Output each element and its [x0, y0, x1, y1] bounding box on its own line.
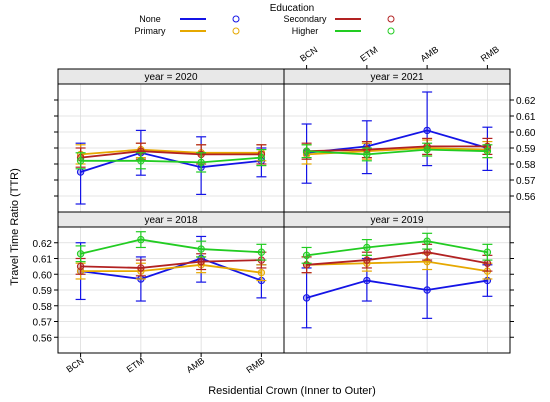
x-tick-label-bottom: BCN	[64, 355, 85, 374]
x-tick-label-top: BCN	[298, 45, 319, 64]
panel-title: year = 2020	[144, 72, 198, 83]
data-point	[137, 235, 145, 244]
data-point	[363, 276, 371, 285]
x-axis-label: Residential Crown (Inner to Outer)	[208, 385, 376, 397]
series-none	[75, 129, 267, 205]
series-line	[306, 240, 488, 257]
series-none	[301, 257, 493, 329]
legend-marker-primary	[232, 27, 240, 35]
x-tick-label-top: ETM	[358, 45, 379, 64]
data-point	[76, 168, 85, 176]
legend-marker-secondary	[387, 15, 395, 23]
legend-marker-none	[232, 15, 240, 23]
panel-title: year = 2021	[370, 72, 424, 83]
legend-marker-higher	[387, 27, 395, 35]
panel-title: year = 2018	[144, 215, 198, 226]
series-line	[80, 238, 262, 255]
legend-label-secondary: Secondary	[283, 14, 327, 24]
series-line	[80, 263, 262, 274]
data-point	[423, 286, 431, 294]
x-tick-label-top: AMB	[419, 44, 441, 63]
legend-label-higher: Higher	[292, 26, 319, 36]
data-point	[76, 250, 85, 258]
facet-panels: year = 2020 year = 2021 year = 2018 year = …	[57, 68, 511, 354]
data-point	[257, 248, 266, 256]
y-tick-label-right: 0.62	[516, 96, 536, 107]
data-point	[257, 268, 266, 277]
series-line	[80, 148, 262, 156]
series-line	[80, 259, 262, 269]
y-tick-label-left: 0.60	[33, 270, 53, 281]
series-none	[301, 91, 493, 184]
y-tick-label-left: 0.57	[33, 318, 53, 329]
data-point	[363, 243, 371, 252]
data-point	[302, 251, 311, 260]
y-tick-label-right: 0.61	[516, 112, 536, 123]
data-point	[423, 248, 431, 256]
y-tick-label-right: 0.56	[516, 192, 536, 203]
series-line	[306, 251, 488, 266]
data-point	[197, 245, 205, 253]
y-tick-label-left: 0.58	[33, 302, 53, 313]
y-tick-label-right: 0.57	[516, 176, 536, 187]
legend: Education None Secondary Primary Higher	[135, 3, 395, 36]
data-point	[483, 259, 492, 267]
y-tick-label-left: 0.59	[33, 286, 53, 297]
series-line	[306, 279, 488, 299]
x-tick-label-top: RMB	[479, 44, 501, 64]
y-tick-label-left: 0.62	[33, 239, 53, 250]
series-line	[306, 148, 488, 156]
series-line	[80, 156, 262, 164]
y-tick-label-right: 0.58	[516, 160, 536, 171]
y-tick-label-left: 0.61	[33, 255, 53, 266]
y-tick-label-right: 0.59	[516, 144, 536, 155]
data-point	[76, 157, 85, 165]
data-point	[423, 126, 431, 135]
series-higher	[75, 231, 267, 263]
panel-0: year = 2020	[57, 68, 285, 213]
data-point	[483, 248, 492, 256]
data-point	[423, 237, 431, 245]
data-point	[483, 147, 492, 155]
x-tick-label-bottom: AMB	[185, 355, 207, 374]
series-higher	[301, 142, 493, 162]
legend-label-primary: Primary	[135, 26, 166, 36]
data-point	[197, 257, 205, 266]
panel-3: year = 2019	[283, 211, 511, 354]
legend-label-none: None	[139, 14, 161, 24]
data-point	[423, 145, 431, 154]
panel-2: year = 2018	[57, 211, 285, 354]
x-tick-label-bottom: RMB	[244, 355, 266, 375]
data-point	[137, 264, 145, 272]
data-point	[137, 157, 145, 165]
data-point	[197, 158, 205, 167]
data-point	[257, 153, 266, 162]
y-tick-label-left: 0.56	[33, 333, 53, 344]
data-point	[302, 294, 311, 302]
y-tick-label-right: 0.60	[516, 128, 536, 139]
series-line	[306, 145, 488, 153]
x-tick-label-bottom: ETM	[125, 355, 146, 374]
series-line	[306, 260, 488, 272]
panel-1: year = 2021	[283, 68, 511, 213]
data-point	[363, 256, 371, 264]
data-point	[302, 147, 311, 155]
panel-title: year = 2019	[370, 215, 424, 226]
y-axis-label: Travel Time Ratio (TTR)	[9, 168, 21, 286]
legend-title: Education	[270, 3, 314, 14]
series-higher	[301, 232, 493, 264]
data-point	[76, 262, 85, 271]
data-point	[363, 150, 371, 159]
series-higher	[75, 149, 267, 173]
series-line	[80, 150, 262, 159]
series-line	[80, 151, 262, 173]
series-primary	[301, 253, 493, 280]
